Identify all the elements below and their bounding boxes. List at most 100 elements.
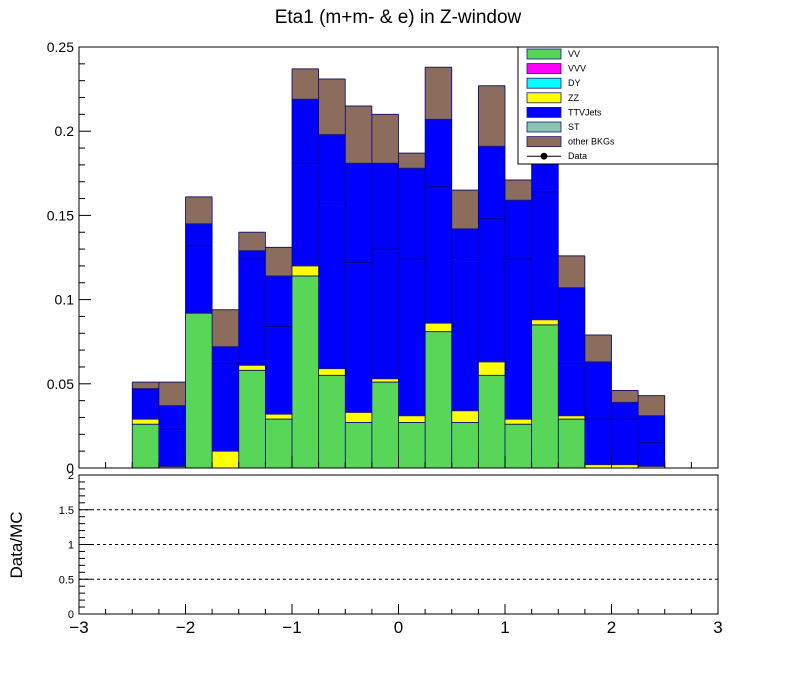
bar-zz bbox=[318, 368, 346, 376]
bar-ttvjets bbox=[345, 163, 372, 413]
legend-swatch bbox=[526, 92, 562, 104]
y-tick-label: 0.1 bbox=[55, 292, 75, 308]
legend-swatch bbox=[526, 136, 562, 148]
bar-ttvjets bbox=[292, 99, 319, 266]
bar-other-bkgs bbox=[371, 114, 399, 164]
legend-label: other BKGs bbox=[568, 137, 615, 147]
bar-other-bkgs bbox=[158, 382, 186, 406]
bar-vv bbox=[425, 331, 452, 468]
bar-zz bbox=[638, 466, 665, 468]
bar-vv bbox=[238, 370, 266, 468]
bar-other-bkgs bbox=[185, 196, 213, 224]
bar-other-bkgs bbox=[478, 85, 505, 147]
legend-data-marker bbox=[540, 152, 548, 160]
bar-ttvjets bbox=[505, 200, 532, 420]
legend-swatch bbox=[526, 121, 562, 133]
stacked-histogram bbox=[131, 66, 666, 468]
bar-other-bkgs bbox=[638, 395, 665, 416]
legend-label: TTVJets bbox=[568, 107, 602, 117]
bar-other-bkgs bbox=[558, 255, 585, 288]
bar-zz bbox=[238, 365, 266, 371]
bar-vv bbox=[451, 422, 479, 468]
bar-zz bbox=[265, 414, 292, 420]
bar-zz bbox=[212, 451, 239, 468]
bar-vv bbox=[318, 375, 346, 468]
bar-zz bbox=[505, 419, 532, 425]
bar-other-bkgs bbox=[265, 247, 292, 277]
bar-zz bbox=[371, 378, 399, 383]
legend-swatch bbox=[526, 48, 562, 60]
bar-vv bbox=[398, 422, 426, 468]
bar-zz bbox=[531, 319, 559, 325]
bar-ttvjets bbox=[425, 119, 452, 324]
bar-ttvjets bbox=[158, 405, 186, 467]
bar-zz bbox=[611, 464, 639, 468]
ratio-ylabel: Data/MC bbox=[7, 511, 26, 578]
bar-vv bbox=[531, 324, 559, 468]
bar-ttvjets bbox=[132, 388, 159, 420]
bar-vv bbox=[158, 466, 186, 468]
ratio-y-tick-label: 1.5 bbox=[59, 505, 74, 517]
bar-other-bkgs bbox=[132, 382, 159, 389]
bar-ttvjets bbox=[371, 163, 399, 379]
bar-vv bbox=[371, 382, 399, 468]
bar-zz bbox=[478, 361, 505, 376]
bar-other-bkgs bbox=[212, 309, 239, 347]
legend-label: ZZ bbox=[568, 93, 579, 103]
bar-vv bbox=[345, 422, 372, 468]
y-tick-label: 0.05 bbox=[47, 376, 74, 392]
bar-ttvjets bbox=[185, 223, 213, 314]
ratio-y-tick-label: 1 bbox=[68, 540, 74, 552]
bar-ttvjets bbox=[265, 276, 292, 415]
legend-label: VV bbox=[568, 49, 580, 59]
bar-zz bbox=[345, 412, 372, 423]
bar-ttvjets bbox=[638, 415, 665, 467]
legend-swatch bbox=[526, 107, 562, 118]
bar-zz bbox=[132, 419, 159, 425]
bar-vv bbox=[185, 313, 213, 468]
bar-other-bkgs bbox=[345, 105, 372, 164]
bar-ttvjets bbox=[318, 134, 346, 369]
bar-ttvjets bbox=[584, 361, 612, 465]
bar-ttvjets bbox=[398, 168, 426, 416]
x-tick-label: −3 bbox=[69, 618, 88, 637]
bar-ttvjets bbox=[611, 402, 639, 465]
y-tick-label: 0.2 bbox=[55, 123, 75, 139]
ratio-y-tick-label: 0 bbox=[68, 609, 74, 621]
x-tick-label: 1 bbox=[500, 618, 509, 637]
bar-zz bbox=[398, 415, 426, 423]
bar-other-bkgs bbox=[584, 334, 612, 362]
bar-ttvjets bbox=[558, 287, 585, 416]
bar-ttvjets bbox=[451, 228, 479, 411]
bar-other-bkgs bbox=[238, 232, 266, 251]
bar-other-bkgs bbox=[611, 390, 639, 403]
bar-zz bbox=[558, 415, 585, 420]
legend-swatch bbox=[526, 63, 562, 74]
ratio-y-tick-label: 0.5 bbox=[59, 574, 74, 586]
legend-label: ST bbox=[568, 122, 580, 132]
bar-other-bkgs bbox=[451, 190, 479, 229]
x-tick-label: 3 bbox=[713, 618, 722, 637]
x-tick-label: 2 bbox=[607, 618, 616, 637]
bar-vv bbox=[132, 424, 159, 468]
bar-vv bbox=[558, 419, 585, 468]
x-tick-label: −1 bbox=[282, 618, 301, 637]
bar-vv bbox=[265, 419, 292, 468]
bar-vv bbox=[505, 424, 532, 468]
legend-swatch bbox=[526, 77, 562, 89]
bar-vv bbox=[292, 276, 319, 468]
bar-zz bbox=[584, 464, 612, 468]
bar-ttvjets bbox=[478, 146, 505, 362]
x-tick-label: 0 bbox=[394, 618, 403, 637]
y-tick-label: 0 bbox=[66, 460, 74, 476]
bar-ttvjets bbox=[212, 346, 239, 452]
bar-zz bbox=[451, 410, 479, 423]
legend-label: VVV bbox=[568, 64, 586, 74]
bar-other-bkgs bbox=[318, 78, 346, 135]
y-tick-label: 0.15 bbox=[47, 207, 74, 223]
bar-ttvjets bbox=[531, 161, 559, 320]
x-tick-label: −2 bbox=[176, 618, 195, 637]
chart-title: Eta1 (m+m- & e) in Z-window bbox=[275, 7, 522, 28]
